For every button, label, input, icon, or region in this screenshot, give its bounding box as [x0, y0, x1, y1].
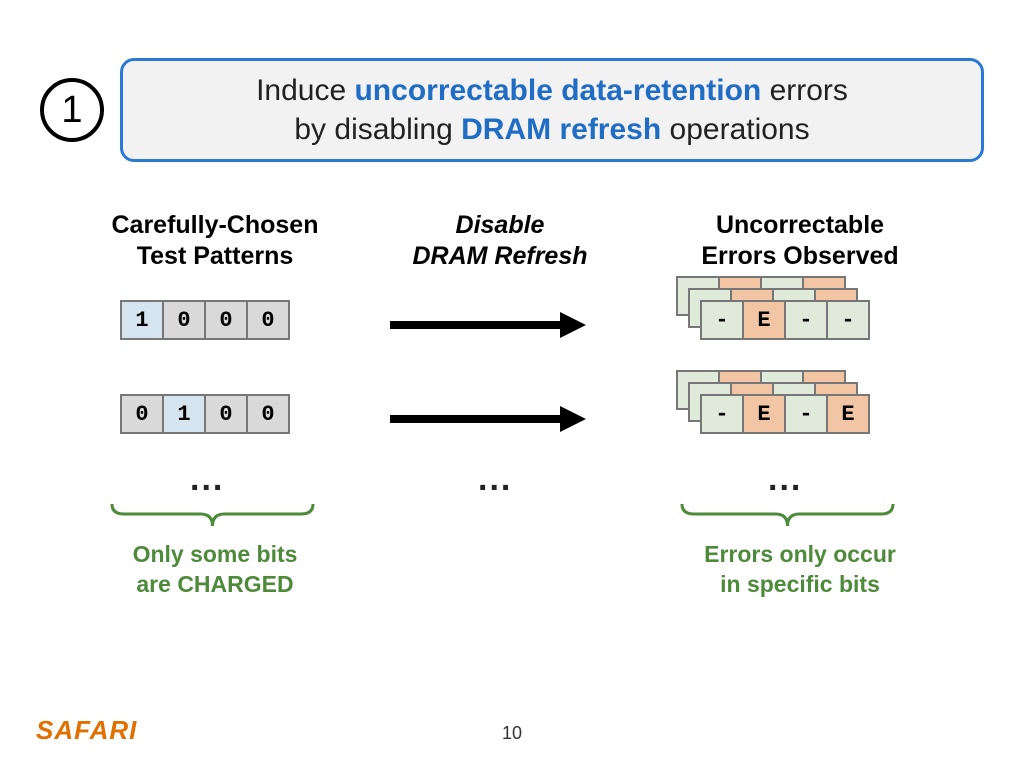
brace-icon [680, 502, 895, 530]
ellipsis: ... [478, 460, 512, 499]
title-line2-pre: by disabling [294, 113, 461, 146]
bit-cell: 0 [246, 300, 290, 340]
page-number: 10 [0, 723, 1024, 744]
colh-left-l1: Carefully-Chosen [112, 211, 319, 239]
error-cell: E [826, 394, 870, 434]
column-header-left: Carefully-Chosen Test Patterns [95, 210, 335, 273]
bit-cell: 1 [162, 394, 206, 434]
error-cell: - [784, 394, 828, 434]
title-line2-post: operations [661, 113, 809, 146]
colh-right-l1: Uncorrectable [716, 211, 884, 239]
test-pattern-row: 1000 [120, 300, 290, 340]
bit-cell: 0 [162, 300, 206, 340]
arrow-icon [390, 310, 590, 340]
bit-cell: 0 [120, 394, 164, 434]
error-cell: E [742, 394, 786, 434]
error-cell: - [826, 300, 870, 340]
header-row: 1 Induce uncorrectable data-retention er… [40, 58, 984, 162]
caption-right: Errors only occurin specific bits [670, 540, 930, 600]
error-cell: - [784, 300, 828, 340]
error-cell: E [742, 300, 786, 340]
caption-left: Only some bitsare CHARGED [95, 540, 335, 600]
error-cell: - [700, 300, 744, 340]
error-layer: -E-E [700, 394, 870, 434]
bit-cell: 0 [204, 394, 248, 434]
title-box: Induce uncorrectable data-retention erro… [120, 58, 984, 162]
test-pattern-row: 0100 [120, 394, 290, 434]
colh-mid-l2: DRAM Refresh [412, 242, 587, 270]
bit-cell: 0 [246, 394, 290, 434]
column-header-right: Uncorrectable Errors Observed [670, 210, 930, 273]
error-layer: -E-- [700, 300, 870, 340]
title-line1-post: errors [761, 74, 848, 107]
step-number-circle: 1 [40, 78, 104, 142]
ellipsis: ... [768, 460, 802, 499]
column-header-middle: Disable DRAM Refresh [375, 210, 625, 273]
title-line1-pre: Induce [256, 74, 354, 107]
colh-mid-l1: Disable [456, 211, 545, 239]
arrow-icon [390, 404, 590, 434]
brace-icon [110, 502, 315, 530]
error-cell: - [700, 394, 744, 434]
step-number: 1 [61, 89, 82, 132]
colh-left-l2: Test Patterns [137, 242, 294, 270]
colh-right-l2: Errors Observed [701, 242, 898, 270]
title-highlight-1: uncorrectable data-retention [354, 74, 761, 107]
bit-cell: 1 [120, 300, 164, 340]
title-highlight-2: DRAM refresh [461, 113, 661, 146]
ellipsis: ... [190, 460, 224, 499]
bit-cell: 0 [204, 300, 248, 340]
